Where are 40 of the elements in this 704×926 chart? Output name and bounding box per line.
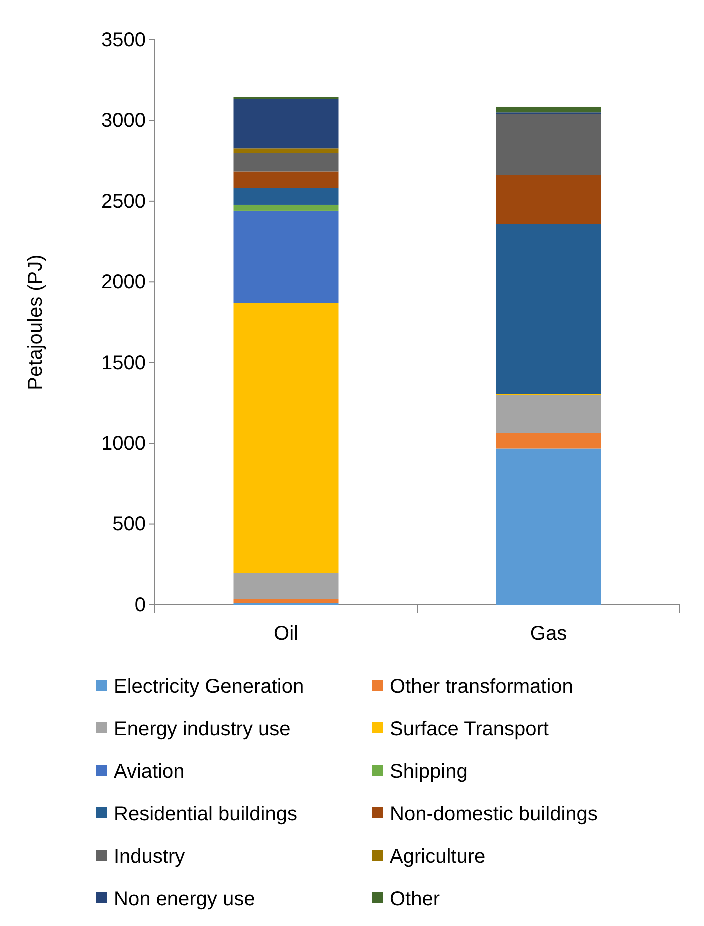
bar <box>496 224 602 394</box>
bar <box>234 303 339 574</box>
legend-label: Electricity Generation <box>114 676 304 698</box>
legend-label: Shipping <box>390 761 468 783</box>
y-tick-label: 1000 <box>102 432 146 455</box>
bar <box>234 153 339 172</box>
y-tick-label: 0 <box>134 594 146 616</box>
legend-label: Energy industry use <box>114 718 291 740</box>
x-tick-label: Gas <box>530 623 568 645</box>
y-tick-label: 3500 <box>102 29 146 52</box>
legend-label: Other <box>390 888 440 910</box>
bar <box>496 433 602 449</box>
bar <box>496 106 602 113</box>
legend-label: Industry <box>114 846 186 868</box>
legend-label: Surface Transport <box>390 718 550 740</box>
legend-label: Agriculture <box>390 846 486 868</box>
legend-label: Non-domestic buildings <box>390 804 598 826</box>
bar <box>234 210 339 304</box>
legend-label: Non energy use <box>114 888 256 910</box>
legend-label: Other transformation <box>390 676 574 698</box>
y-tick-label: 500 <box>112 514 146 536</box>
legend-label: Aviation <box>114 761 185 783</box>
y-axis-title: Petajoules (PJ) <box>25 254 47 390</box>
bar <box>234 172 339 188</box>
bar <box>234 188 339 205</box>
legend-label: Residential buildings <box>114 804 298 826</box>
bar <box>234 99 339 149</box>
bar <box>496 175 602 224</box>
bar <box>234 599 339 604</box>
bar <box>234 148 339 154</box>
y-tick-label: 1500 <box>102 352 146 374</box>
bar <box>496 114 602 176</box>
y-tick-label: 2000 <box>102 272 146 294</box>
y-tick-label: 3000 <box>102 110 146 132</box>
bar <box>496 395 602 434</box>
y-tick-label: 2500 <box>102 190 146 213</box>
bar <box>234 204 339 211</box>
bar <box>234 573 339 600</box>
bar <box>496 448 602 605</box>
x-tick-label: Oil <box>274 623 298 645</box>
